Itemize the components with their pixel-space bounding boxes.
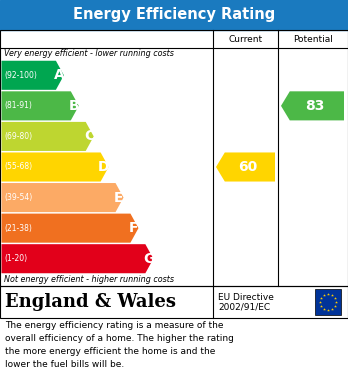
- Polygon shape: [1, 183, 124, 212]
- Text: 60: 60: [238, 160, 258, 174]
- Text: Current: Current: [228, 34, 262, 43]
- Polygon shape: [281, 91, 344, 120]
- Text: Energy Efficiency Rating: Energy Efficiency Rating: [73, 7, 275, 23]
- Polygon shape: [216, 152, 275, 181]
- Text: D: D: [98, 160, 110, 174]
- Text: 2002/91/EC: 2002/91/EC: [218, 303, 270, 312]
- Bar: [0, 30, 348, 286]
- Text: (1-20): (1-20): [4, 254, 27, 263]
- Polygon shape: [1, 91, 79, 120]
- Text: Not energy efficient - higher running costs: Not energy efficient - higher running co…: [4, 276, 174, 285]
- Text: Potential: Potential: [293, 34, 333, 43]
- Text: (21-38): (21-38): [4, 224, 32, 233]
- Bar: [0, 286, 348, 318]
- Polygon shape: [1, 122, 94, 151]
- Text: (39-54): (39-54): [4, 193, 32, 202]
- Polygon shape: [1, 61, 64, 90]
- Text: 83: 83: [306, 99, 325, 113]
- Text: (92-100): (92-100): [4, 71, 37, 80]
- Polygon shape: [1, 213, 139, 243]
- Text: (81-91): (81-91): [4, 101, 32, 110]
- Text: (55-68): (55-68): [4, 163, 32, 172]
- Text: Very energy efficient - lower running costs: Very energy efficient - lower running co…: [4, 50, 174, 59]
- Text: C: C: [84, 129, 94, 143]
- Text: (69-80): (69-80): [4, 132, 32, 141]
- Text: G: G: [143, 252, 154, 266]
- Polygon shape: [1, 152, 109, 181]
- Text: B: B: [69, 99, 79, 113]
- Text: A: A: [54, 68, 64, 82]
- Text: E: E: [114, 190, 124, 204]
- Polygon shape: [1, 244, 153, 273]
- Bar: [0, 0, 348, 30]
- Text: EU Directive: EU Directive: [218, 294, 274, 303]
- Text: England & Wales: England & Wales: [5, 293, 176, 311]
- Text: The energy efficiency rating is a measure of the
overall efficiency of a home. T: The energy efficiency rating is a measur…: [5, 321, 234, 369]
- Bar: [315, 289, 341, 315]
- Text: F: F: [129, 221, 139, 235]
